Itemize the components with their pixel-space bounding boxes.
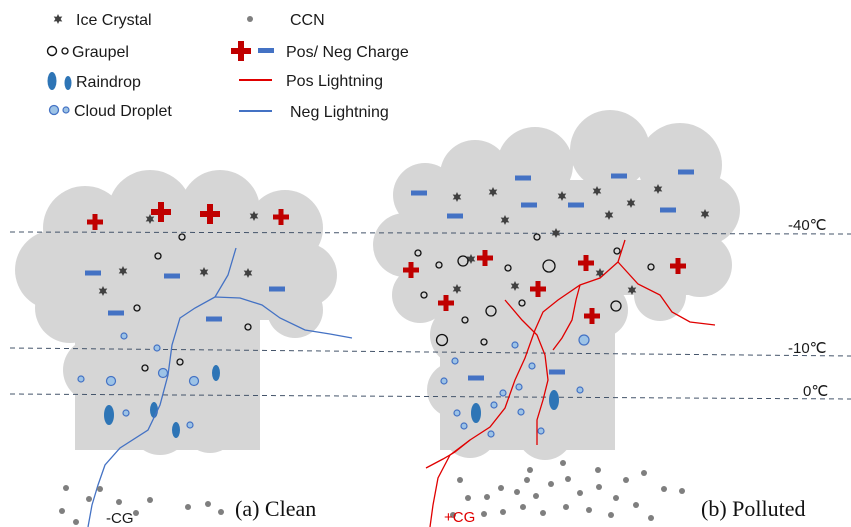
legend: Ice Crystal Graupel Raindrop Cloud Dropl… <box>46 12 409 121</box>
polluted-ccn-particles <box>450 460 685 521</box>
negative-lightning-strike <box>87 247 353 527</box>
legend-ice-crystal-icon <box>53 14 63 24</box>
polluted-panel-caption: (b) Polluted <box>701 496 806 521</box>
negative-cg-label: -CG <box>106 510 134 527</box>
positive-lightning-strike <box>425 239 716 527</box>
legend-ice-crystal-label: Ice Crystal <box>76 12 152 29</box>
clean-cloud-droplets <box>77 332 200 429</box>
isotherm-0-label: 0℃ <box>803 383 828 400</box>
legend-raindrop-icon <box>47 72 72 90</box>
legend-neg-lightning-label: Neg Lightning <box>290 104 389 121</box>
legend-ccn-icon <box>247 16 253 22</box>
legend-raindrop-label: Raindrop <box>76 74 141 91</box>
legend-ccn-label: CCN <box>290 12 325 29</box>
legend-charge-label: Pos/ Neg Charge <box>286 44 409 61</box>
legend-cloud-droplet-icon <box>48 104 70 116</box>
clean-panel-caption: (a) Clean <box>235 496 316 521</box>
polluted-raindrops <box>471 390 559 423</box>
positive-cg-label: +CG <box>444 509 475 526</box>
legend-cloud-droplet-label: Cloud Droplet <box>74 103 172 120</box>
clean-graupel <box>133 233 252 372</box>
clean-ccn-particles <box>59 485 224 525</box>
legend-graupel-label: Graupel <box>72 44 129 61</box>
isotherm-minus40-label: -40℃ <box>788 217 827 234</box>
clean-cloud <box>15 170 337 455</box>
legend-pos-lightning-label: Pos Lightning <box>286 73 383 90</box>
legend-graupel-icon <box>46 45 69 57</box>
polluted-graupel <box>414 233 655 347</box>
isotherm-minus10-label: -10℃ <box>788 340 827 357</box>
polluted-cloud-droplets <box>440 334 590 438</box>
legend-charge-icon <box>231 41 274 61</box>
